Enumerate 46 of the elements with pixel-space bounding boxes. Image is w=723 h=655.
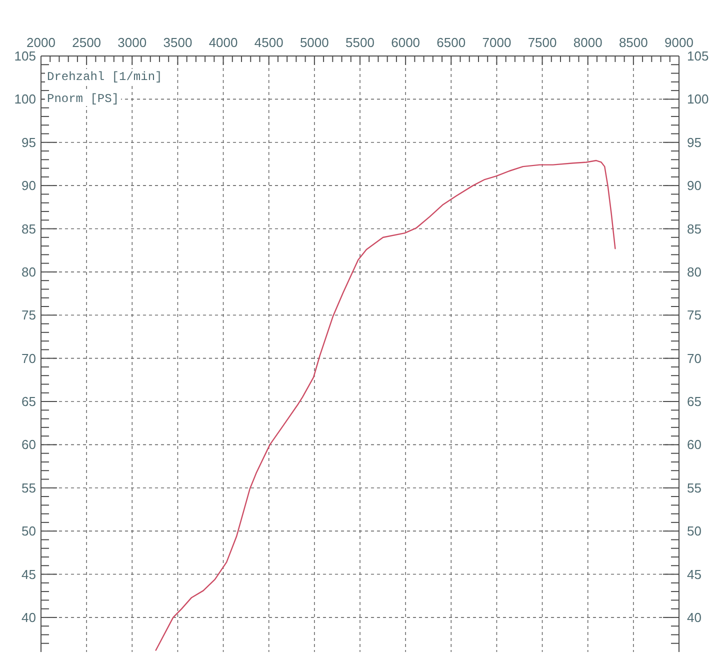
x-tick-label: 4000 (208, 35, 238, 50)
x-tick-label: 7000 (482, 35, 512, 50)
y2-tick-label: 85 (687, 221, 702, 236)
y-axis-title: Pnorm [PS] (47, 92, 120, 106)
y2-tick-label: 50 (687, 524, 702, 539)
x-tick-label: 4500 (254, 35, 284, 50)
y-tick-label: 60 (22, 437, 36, 452)
y-tick-label: 80 (22, 264, 36, 280)
y2-tick-label: 80 (687, 264, 702, 280)
x-tick-label: 6500 (436, 35, 466, 50)
y-tick-label: 65 (22, 394, 36, 410)
x-tick-label: 8500 (618, 35, 648, 50)
y-tick-label: 95 (22, 134, 36, 150)
y2-tick-label: 60 (687, 437, 702, 452)
x-tick-label: 3000 (118, 35, 147, 50)
line-series (155, 160, 616, 651)
y2-tick-label: 65 (687, 394, 702, 410)
y-tick-label: 90 (22, 178, 36, 194)
y-tick-label: 55 (22, 480, 36, 496)
y2-tick-label: 90 (687, 178, 702, 194)
x-tick-label: 3500 (163, 35, 192, 50)
x-tick-label: 6000 (391, 35, 420, 50)
y2-tick-label: 75 (687, 308, 702, 323)
x-tick-label: 5500 (346, 35, 374, 50)
x-tick-label: 2500 (72, 35, 102, 50)
y2-tick-label: 40 (687, 610, 702, 625)
x-tick-label: 7500 (528, 35, 557, 50)
y2-tick-label: 95 (687, 134, 702, 150)
y-tick-label: 100 (14, 92, 36, 107)
y-tick-label: 40 (22, 610, 36, 625)
y2-tick-label: 105 (687, 48, 709, 64)
y2-tick-label: 100 (687, 92, 709, 107)
y-tick-label: 85 (22, 221, 36, 236)
y-tick-label: 105 (14, 48, 36, 64)
y2-tick-label: 55 (687, 480, 702, 496)
y2-tick-label: 70 (687, 350, 702, 366)
y-tick-label: 75 (22, 308, 36, 323)
x-tick-label: 9000 (664, 35, 694, 50)
x-tick-label: 5000 (300, 35, 329, 50)
y-tick-label: 45 (22, 566, 36, 582)
y2-tick-label: 45 (687, 566, 702, 582)
y-tick-label: 50 (22, 524, 36, 539)
x-tick-label: 2000 (26, 35, 56, 50)
x-axis-title: Drehzahl [1/min] (47, 70, 162, 84)
y-tick-label: 70 (22, 350, 36, 366)
x-tick-label: 8000 (573, 35, 602, 50)
